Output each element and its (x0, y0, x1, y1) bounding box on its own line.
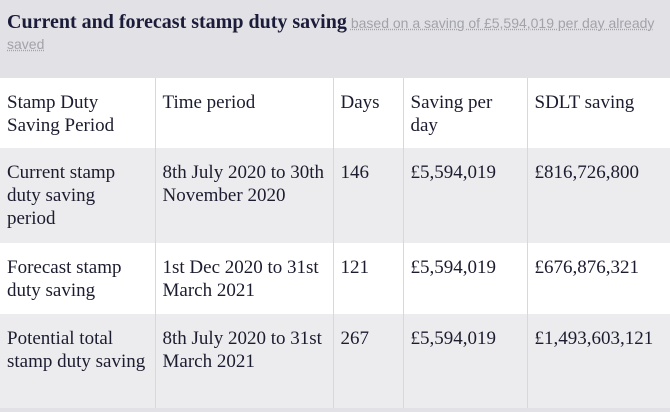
table-row: Forecast stamp duty saving 1st Dec 2020 t… (0, 243, 670, 314)
table-cell: 8th July 2020 to 30th November 2020 (155, 148, 334, 243)
table-cell: Forecast stamp duty saving (0, 243, 156, 314)
table-cell: 1st Dec 2020 to 31st March 2021 (155, 243, 334, 314)
table-cell: £5,594,019 (403, 243, 528, 314)
title: Current and forecast stamp duty saving (7, 11, 347, 33)
header-row: Stamp Duty Saving Period Time period Days S… (0, 78, 670, 148)
table-cell: 146 (333, 148, 404, 243)
column-header: Stamp Duty Saving Period (0, 78, 156, 148)
table-cell: £5,594,019 (403, 314, 528, 408)
table-cell: £816,726,800 (527, 148, 670, 243)
table-cell: Current stamp duty saving period (0, 148, 156, 243)
table-row: Current stamp duty saving period 8th July… (0, 148, 670, 243)
column-header: Saving per day (403, 78, 528, 148)
table-cell: £5,594,019 (403, 148, 528, 243)
header: Current and forecast stamp duty saving b… (0, 0, 670, 78)
table-cell: 8th July 2020 to 31st March 2021 (155, 314, 334, 408)
table-cell: 121 (333, 243, 404, 314)
subtitle: based on a saving of £5,594,019 per day … (7, 15, 655, 52)
table: Stamp Duty Saving Period Time period Days S… (0, 78, 670, 408)
column-header: SDLT saving (527, 78, 670, 148)
column-header: Time period (155, 78, 334, 148)
table-cell: £1,493,603,121 (527, 314, 670, 408)
table-cell: 267 (333, 314, 404, 408)
table-cell: £676,876,321 (527, 243, 670, 314)
table-cell: Potential total stamp duty saving (0, 314, 156, 408)
table-row: Potential total stamp duty saving 8th Jul… (0, 314, 670, 408)
column-header: Days (333, 78, 404, 148)
